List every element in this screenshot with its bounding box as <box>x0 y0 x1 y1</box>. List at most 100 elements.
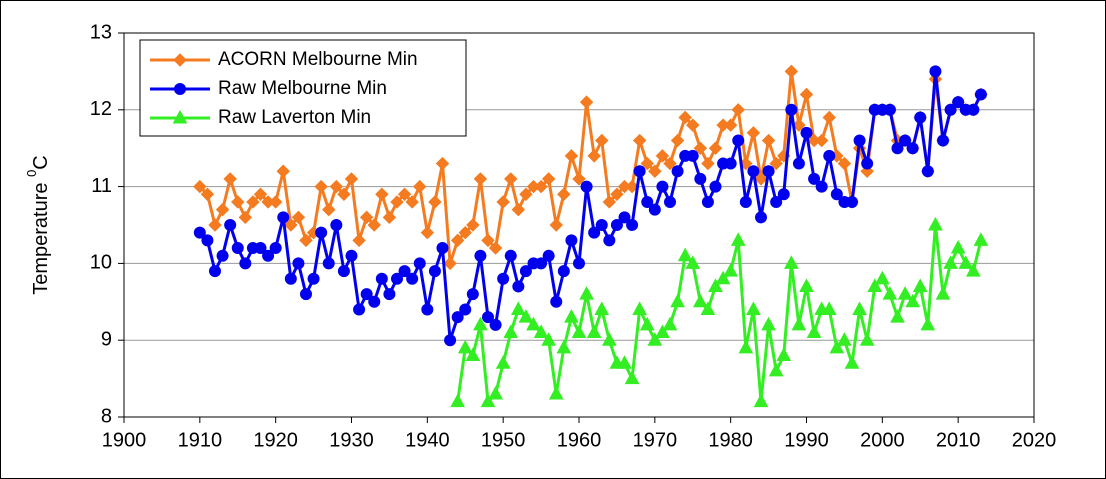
marker <box>594 301 610 315</box>
marker <box>647 332 663 346</box>
marker <box>435 156 450 171</box>
marker <box>655 149 670 163</box>
marker <box>776 347 792 362</box>
marker <box>511 202 526 217</box>
marker <box>762 165 775 178</box>
marker <box>746 301 761 315</box>
marker <box>587 149 601 163</box>
marker <box>610 219 623 231</box>
marker <box>861 157 874 170</box>
marker <box>444 334 457 347</box>
x-tick-label: 2010 <box>936 429 981 451</box>
marker <box>322 202 336 217</box>
marker <box>413 179 427 194</box>
marker <box>723 263 739 277</box>
x-tick-label: 1920 <box>253 429 298 451</box>
marker <box>891 142 904 155</box>
marker <box>329 179 344 194</box>
marker <box>678 110 692 125</box>
marker <box>815 180 828 193</box>
marker <box>291 210 306 225</box>
marker <box>595 219 608 231</box>
marker <box>640 156 654 171</box>
marker <box>345 249 358 262</box>
marker <box>495 355 511 369</box>
marker <box>353 303 366 316</box>
marker <box>844 355 860 369</box>
marker <box>588 226 601 239</box>
x-tick-label: 1900 <box>102 429 147 451</box>
marker <box>928 216 943 231</box>
marker <box>792 118 806 132</box>
x-tick-label: 2000 <box>860 429 905 451</box>
marker <box>557 265 570 278</box>
marker <box>300 288 312 301</box>
marker <box>519 265 532 278</box>
marker <box>375 187 389 201</box>
marker <box>473 172 488 186</box>
x-tick-label: 1970 <box>633 429 678 451</box>
marker <box>944 103 957 116</box>
marker <box>664 195 676 208</box>
marker <box>367 218 381 232</box>
marker <box>935 286 951 300</box>
marker <box>663 156 677 171</box>
marker <box>602 195 617 209</box>
marker <box>747 165 760 178</box>
marker <box>685 255 701 269</box>
marker <box>952 96 965 109</box>
y-axis-label: Temperature 0C <box>24 155 52 295</box>
x-tick-label: 2020 <box>1012 429 1057 451</box>
marker <box>550 295 563 308</box>
marker <box>617 355 632 369</box>
marker <box>238 210 253 225</box>
marker <box>768 362 784 377</box>
marker <box>457 339 473 354</box>
marker <box>580 180 593 193</box>
marker <box>465 347 481 362</box>
marker <box>474 249 487 262</box>
marker <box>777 188 790 201</box>
marker <box>882 286 898 300</box>
marker <box>473 316 488 331</box>
marker <box>677 247 693 262</box>
x-tick-label: 1950 <box>481 429 526 451</box>
marker <box>231 195 245 209</box>
marker <box>595 133 609 148</box>
marker <box>852 301 867 315</box>
marker <box>572 172 586 186</box>
marker <box>337 265 350 278</box>
marker <box>526 316 541 331</box>
legend-label: ACORN Melbourne Min <box>218 49 418 70</box>
marker <box>912 278 928 292</box>
marker <box>755 211 767 224</box>
marker <box>754 172 768 186</box>
marker <box>223 172 237 186</box>
marker <box>209 265 221 278</box>
marker <box>579 95 594 109</box>
marker <box>253 187 268 201</box>
marker <box>314 179 328 194</box>
marker <box>504 249 517 262</box>
x-tick-label: 1980 <box>708 429 753 451</box>
marker <box>693 141 708 155</box>
legend-label: Raw Melbourne Min <box>218 78 387 99</box>
marker <box>344 172 359 186</box>
marker <box>624 370 640 385</box>
marker <box>360 288 373 301</box>
marker <box>806 324 822 339</box>
marker <box>686 149 699 162</box>
marker <box>330 219 343 231</box>
marker <box>518 309 534 323</box>
marker <box>708 278 723 292</box>
marker <box>391 272 403 285</box>
marker <box>322 257 335 270</box>
marker <box>548 385 564 400</box>
marker <box>292 257 305 270</box>
marker <box>822 110 836 125</box>
marker <box>224 219 237 231</box>
marker <box>914 111 927 124</box>
marker <box>579 286 594 300</box>
marker <box>459 303 472 316</box>
